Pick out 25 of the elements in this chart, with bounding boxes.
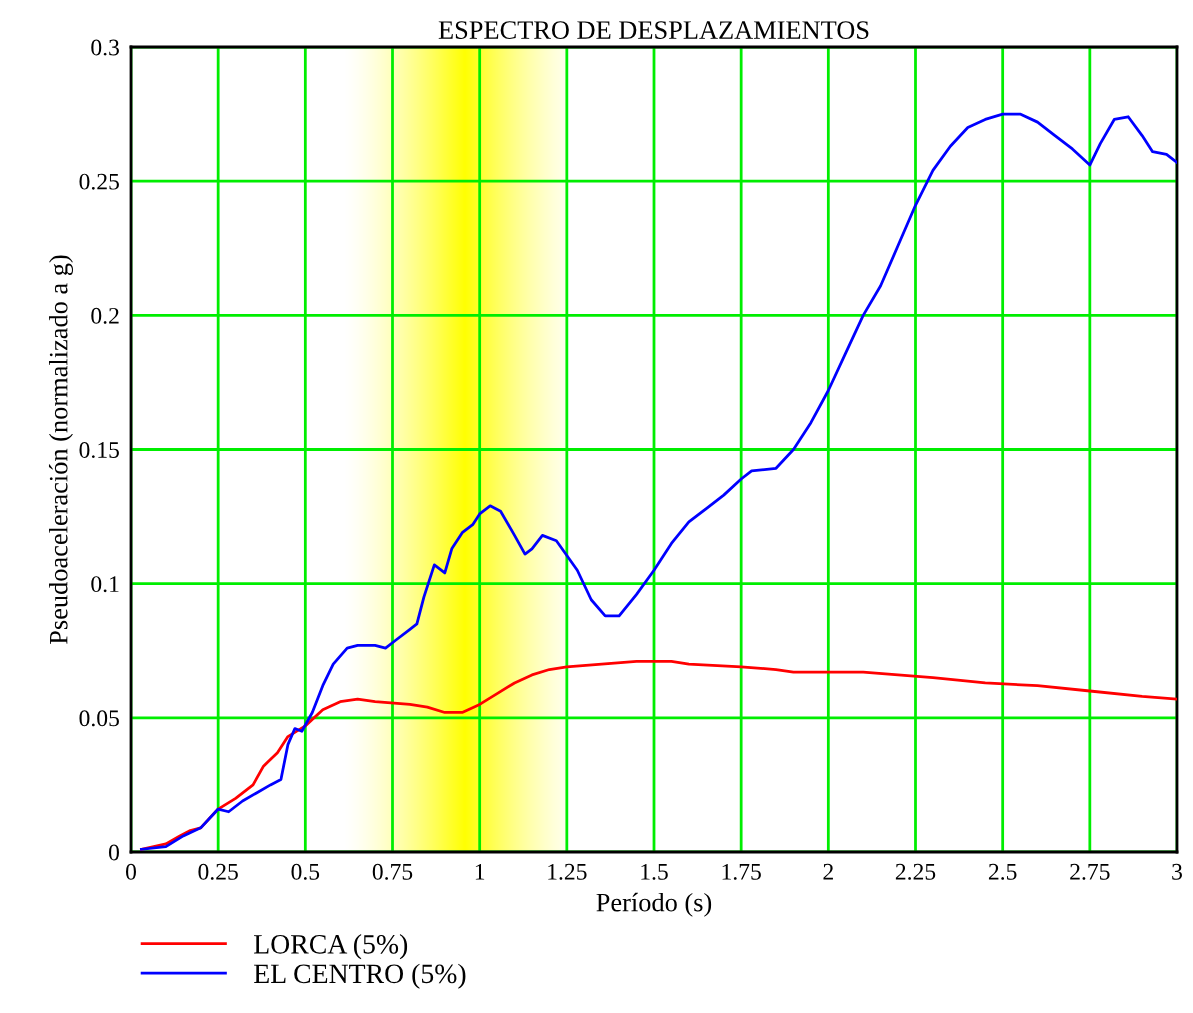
x-tick-label: 0: [126, 863, 136, 880]
x-tick-label: 0.5: [291, 863, 320, 880]
x-tick-label: 0.25: [198, 863, 238, 880]
x-tick-label: 1.25: [548, 863, 587, 880]
legend-label: LORCA (5%): [254, 934, 408, 960]
legend-label: EL CENTRO (5%): [254, 963, 466, 989]
x-tick-label: 2.5: [988, 863, 1017, 880]
y-tick-label: 0.25: [79, 173, 119, 190]
y-tick-label: 0: [108, 844, 119, 861]
x-tick-label: 1.75: [722, 863, 761, 880]
x-tick-label: 0.75: [372, 863, 413, 880]
y-tick-label: 0.3: [91, 39, 119, 56]
x-tick-label: 1.5: [641, 863, 668, 880]
x-tick-label: 2.75: [1070, 863, 1110, 880]
y-axis-title: Pseudoaceleración (normalizado a g): [48, 255, 74, 645]
y-tick-label: 0.15: [79, 441, 119, 459]
chart-title: ESPECTRO DE DESPLAZAMIENTOS: [438, 21, 869, 39]
x-axis-title: Período (s): [596, 892, 712, 917]
x-tick-label: 1: [475, 863, 485, 880]
x-tick-label: 2.25: [895, 863, 936, 880]
y-tick-label: 0.1: [91, 576, 119, 593]
y-tick-label: 0.05: [79, 710, 119, 727]
y-tick-label: 0.2: [91, 307, 119, 324]
x-tick-label: 3: [1172, 863, 1182, 880]
x-tick-label: 2: [823, 863, 833, 880]
